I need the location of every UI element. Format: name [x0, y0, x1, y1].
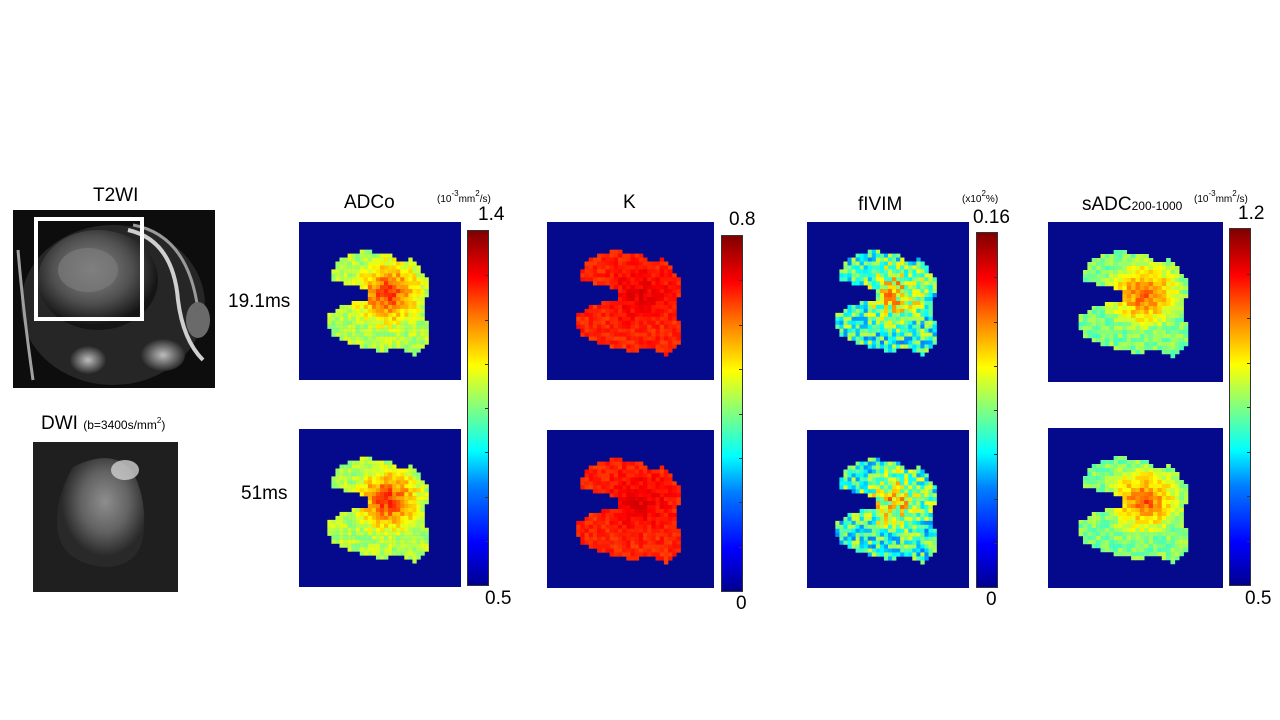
parameter-map-pixels [327, 456, 429, 564]
colorbar-tick [739, 369, 743, 371]
t2wi-image [13, 210, 215, 388]
colorbar-tick [1247, 540, 1251, 542]
title-sadc: sADC200-1000 [1082, 194, 1183, 215]
map-adco-51ms [299, 429, 461, 587]
colorbar-tick [1247, 496, 1251, 497]
unit-adco: (10-3mm2/s) [437, 189, 491, 205]
parameter-map-pixels [327, 249, 429, 357]
colorbar-fivim-max: 0.16 [973, 207, 1010, 228]
roi-box [34, 217, 144, 321]
map-fivim-51ms [807, 430, 969, 588]
map-fivim-19-1ms [807, 222, 969, 380]
colorbar-tick [1247, 451, 1251, 453]
colorbar-tick [739, 457, 743, 459]
colorbar-adco-max: 1.4 [478, 204, 505, 225]
map-sadc-19-1ms [1048, 222, 1223, 382]
colorbar-tick [485, 496, 489, 498]
unit-fivim: (x102%) [962, 189, 999, 205]
title-adco: ADCo [344, 192, 395, 213]
colorbar-tick [485, 275, 489, 277]
colorbar-tick [739, 502, 743, 504]
map-adco-19-1ms [299, 222, 461, 380]
colorbar-tick [739, 546, 743, 548]
colorbar-tick [739, 280, 743, 282]
colorbar-tick [994, 498, 998, 500]
colorbar-k [721, 235, 743, 592]
colorbar-tick [994, 542, 998, 544]
colorbar-tick [994, 454, 998, 456]
colorbar-sadc-max: 1.2 [1238, 203, 1265, 224]
colorbar-tick [739, 324, 743, 326]
t2wi-label: T2WI [93, 185, 139, 206]
parameter-map-pixels [576, 457, 681, 565]
colorbar-tick [1247, 273, 1251, 275]
row-label-51ms: 51ms [241, 483, 288, 504]
colorbar-fivim-min: 0 [986, 589, 997, 610]
map-sadc-51ms [1048, 428, 1223, 588]
dwi-image [33, 442, 178, 592]
row-label-19-1ms: 19.1ms [228, 291, 291, 312]
colorbar-tick [994, 321, 998, 323]
parameter-map-pixels [1078, 250, 1189, 359]
colorbar-tick [739, 413, 743, 415]
title-k: K [623, 192, 636, 213]
colorbar-tick [485, 452, 489, 454]
colorbar-tick [994, 410, 998, 411]
parameter-map-pixels [576, 249, 681, 357]
colorbar-tick [485, 363, 489, 365]
parameter-map-pixels [835, 457, 937, 565]
colorbar-tick [485, 319, 489, 321]
colorbar-tick [485, 540, 489, 542]
colorbar-k-min: 0 [736, 593, 747, 614]
colorbar-tick [994, 365, 998, 367]
parameter-map-pixels [835, 249, 937, 357]
colorbar-tick [1247, 318, 1251, 319]
title-fivim: fIVIM [858, 194, 903, 215]
colorbar-tick [994, 277, 998, 279]
colorbar-fivim [976, 232, 998, 588]
colorbar-tick [485, 408, 489, 409]
unit-sadc: (10-3mm2/s) [1194, 189, 1248, 205]
colorbar-adco-min: 0.5 [485, 588, 512, 609]
colorbar-tick [1247, 362, 1251, 364]
colorbar-tick [1247, 407, 1251, 408]
colorbar-adco [467, 230, 489, 586]
map-k-19-1ms [547, 222, 714, 380]
parameter-map-pixels [1078, 456, 1189, 565]
colorbar-sadc-min: 0.5 [1245, 588, 1272, 609]
map-k-51ms [547, 430, 714, 588]
colorbar-sadc [1229, 228, 1251, 586]
colorbar-k-max: 0.8 [729, 209, 756, 230]
dwi-label: DWI (b=3400s/mm2) [41, 413, 166, 434]
